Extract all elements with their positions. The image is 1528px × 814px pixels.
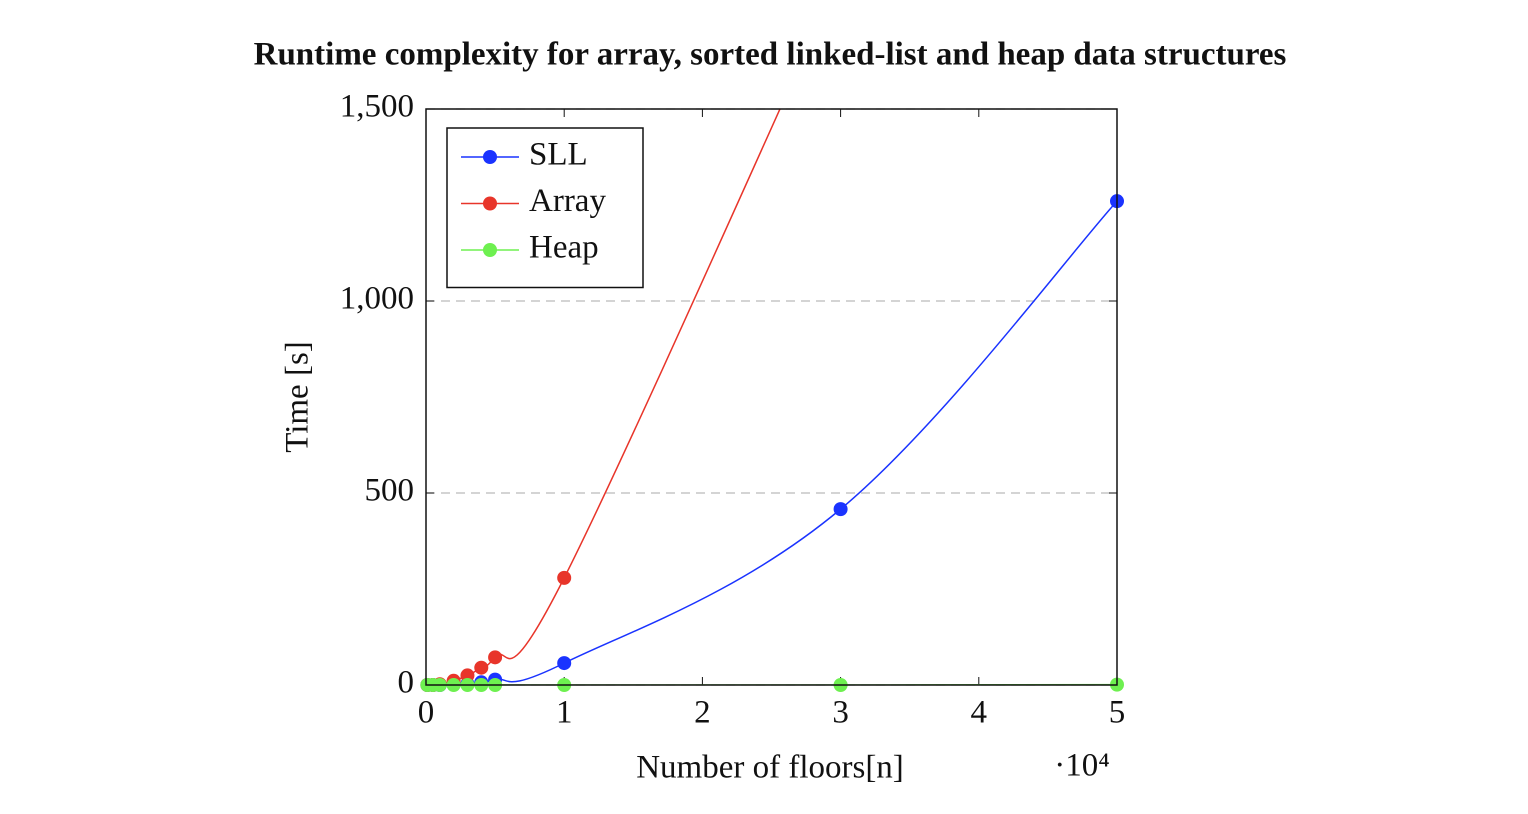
legend-label: Array — [529, 183, 606, 219]
y-tick-label: 1,500 — [340, 89, 414, 125]
data-point — [460, 668, 475, 683]
chart-title: Runtime complexity for array, sorted lin… — [254, 37, 1287, 73]
legend-label: SLL — [529, 137, 588, 173]
x-tick-label: 4 — [971, 695, 988, 731]
legend-marker — [483, 150, 497, 164]
x-axis-label: Number of floors[n] — [636, 750, 904, 786]
y-tick-label: 1,000 — [340, 281, 414, 317]
data-point — [488, 650, 503, 665]
x-tick-label: 3 — [832, 695, 849, 731]
series-line — [427, 109, 781, 685]
legend-label: Heap — [529, 230, 599, 266]
x-tick-label: 0 — [418, 695, 435, 731]
plot — [420, 109, 1124, 692]
legend-marker — [483, 243, 497, 257]
x-scale-label: ·10⁴ — [1054, 748, 1110, 784]
x-tick-label: 1 — [556, 695, 573, 731]
legend-box — [446, 127, 644, 289]
data-point — [474, 660, 489, 675]
y-tick-label: 0 — [398, 665, 415, 701]
y-axis-label: Time [s] — [280, 341, 316, 453]
x-tick-label: 2 — [694, 695, 711, 731]
y-tick-label: 500 — [365, 473, 415, 509]
data-point — [833, 502, 848, 517]
x-tick-label: 5 — [1109, 695, 1126, 731]
legend: SLL Array Heap — [446, 127, 644, 289]
data-point — [557, 570, 572, 585]
legend-marker — [483, 196, 497, 211]
data-point — [557, 656, 572, 671]
plot-frame — [425, 108, 1118, 686]
